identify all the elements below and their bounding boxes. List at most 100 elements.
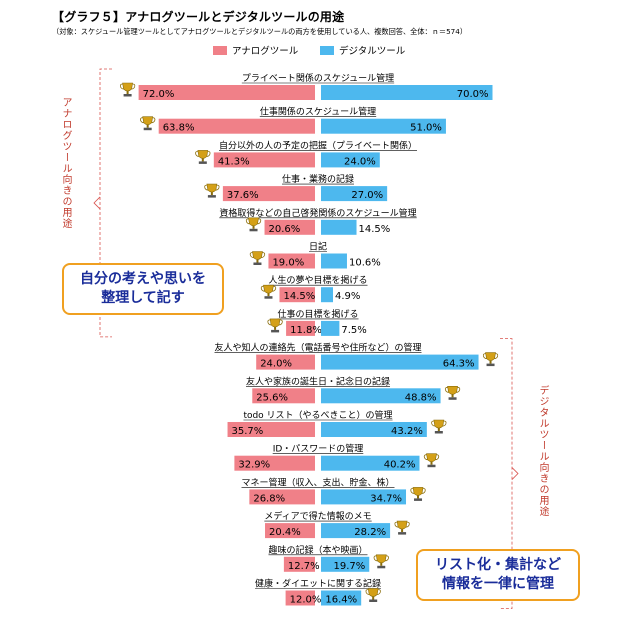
bar-digital <box>321 287 334 303</box>
note-analog: 自分の考えや思いを 整理して記す <box>62 263 224 315</box>
note-digital-line2: 情報を一律に管理 <box>442 576 554 592</box>
value-label-digital: 4.9% <box>335 291 360 302</box>
bar-analog <box>213 152 315 168</box>
category-label: 友人や知人の連絡先（電話番号や住所など）の管理 <box>214 342 421 354</box>
value-label-digital: 14.5% <box>359 224 391 235</box>
bar-digital <box>321 388 441 404</box>
category-label: 仕事の目標を掲げる <box>277 308 358 320</box>
bar-analog <box>283 556 315 572</box>
bar-analog <box>268 253 315 269</box>
trophy-icon <box>444 385 461 400</box>
value-label-digital: 40.2% <box>384 460 416 471</box>
bracket-analog-tip <box>93 196 101 210</box>
trophy-icon <box>195 150 211 164</box>
trophy-icon <box>423 453 440 468</box>
trophy-icon <box>204 183 220 198</box>
trophy-icon <box>365 588 381 602</box>
value-label-analog: 12.0% <box>290 595 322 606</box>
side-label-analog: アナログツール向きの用途 <box>60 97 71 229</box>
category-label: 健康・ダイエットに関する記録 <box>255 578 381 590</box>
value-label-digital: 70.0% <box>457 89 489 100</box>
bar-analog <box>265 523 315 539</box>
trophy-icon <box>260 284 277 299</box>
trophy-icon <box>431 419 447 434</box>
trophy-icon <box>267 318 283 333</box>
value-label-analog: 26.8% <box>253 493 285 504</box>
trophy-icon <box>140 116 156 131</box>
category-label: 友人や家族の誕生日・記念日の記録 <box>246 375 390 387</box>
bar-analog <box>158 118 315 134</box>
value-label-digital: 43.2% <box>391 426 423 437</box>
value-label-analog: 19.0% <box>272 258 304 269</box>
bar-digital <box>321 354 479 370</box>
legend-digital-label: デジタルツール <box>339 46 406 57</box>
value-label-digital: 48.8% <box>405 392 437 403</box>
side-label-digital: デジタルツール向きの用途 <box>537 385 548 517</box>
bar-digital <box>321 118 446 134</box>
value-label-analog: 14.5% <box>283 291 315 302</box>
bracket-digital-tip <box>511 467 519 480</box>
bracket-digital <box>500 338 513 609</box>
category-label: 資格取得などの自己啓発関係のスケジュール管理 <box>219 207 416 219</box>
value-label-analog: 32.9% <box>238 460 270 471</box>
value-label-analog: 24.0% <box>260 359 292 370</box>
value-label-digital: 51.0% <box>410 123 442 134</box>
value-label-digital: 34.7% <box>370 493 402 504</box>
bar-digital <box>321 523 391 539</box>
value-label-analog: 63.8% <box>163 123 195 134</box>
bar-analog <box>279 287 315 303</box>
value-label-digital: 24.0% <box>344 156 376 167</box>
legend-analog: アナログツール <box>213 43 298 57</box>
bar-analog <box>227 422 315 437</box>
legend-digital: デジタルツール <box>320 43 405 57</box>
note-analog-line1: 自分の考えや思いを <box>80 271 206 288</box>
trophy-icon <box>394 520 410 535</box>
legend-analog-label: アナログツール <box>232 46 299 57</box>
value-label-digital: 7.5% <box>341 325 366 336</box>
bar-analog <box>256 354 315 370</box>
category-label: プライベート関係のスケジュール管理 <box>242 72 394 84</box>
category-label: メディアで得た情報のメモ <box>264 510 371 522</box>
category-label: マネー管理（収入、支出、貯金、株） <box>241 476 394 488</box>
note-analog-line2: 整理して記す <box>101 290 185 306</box>
bar-digital <box>321 186 388 202</box>
bracket-analog <box>99 68 112 338</box>
note-digital: リスト化・集計など 情報を一律に管理 <box>416 549 580 601</box>
value-label-digital: 16.4% <box>325 595 357 606</box>
value-label-analog: 41.3% <box>218 156 250 167</box>
bar-digital <box>321 422 427 437</box>
trophy-icon <box>249 251 266 265</box>
bar-digital <box>321 253 347 269</box>
legend-analog-swatch <box>213 45 227 55</box>
bar-digital <box>321 320 340 336</box>
category-label: 日記 <box>309 241 327 253</box>
trophy-icon <box>119 82 136 97</box>
value-label-analog: 37.6% <box>227 190 259 201</box>
bar-analog <box>234 455 315 471</box>
note-digital-line1: リスト化・集計など <box>435 557 561 574</box>
category-label: 趣味の記録（本や映画） <box>268 544 367 556</box>
value-label-analog: 11.8% <box>290 325 322 336</box>
bar-digital <box>321 152 380 168</box>
value-label-digital: 10.6% <box>349 258 381 269</box>
bar-digital <box>321 85 493 100</box>
value-label-digital: 28.2% <box>354 527 386 538</box>
bar-digital <box>321 489 407 505</box>
bar-digital <box>321 590 362 606</box>
category-label: 仕事・業務の記録 <box>282 173 354 185</box>
value-label-analog: 25.6% <box>256 392 288 403</box>
value-label-digital: 19.7% <box>333 561 365 572</box>
bar-digital <box>321 556 370 572</box>
bar-digital <box>321 455 420 471</box>
bar-analog <box>286 320 315 336</box>
trophy-icon <box>373 554 389 569</box>
trophy-icon <box>245 217 262 232</box>
category-label: 仕事関係のスケジュール管理 <box>260 106 376 118</box>
category-label: ID・パスワードの管理 <box>273 443 364 455</box>
value-label-analog: 72.0% <box>143 89 175 100</box>
trophy-icon <box>482 352 499 367</box>
bar-analog <box>264 219 315 235</box>
category-label: 人生の夢や目標を掲げる <box>268 274 367 286</box>
value-label-analog: 12.7% <box>288 561 320 572</box>
